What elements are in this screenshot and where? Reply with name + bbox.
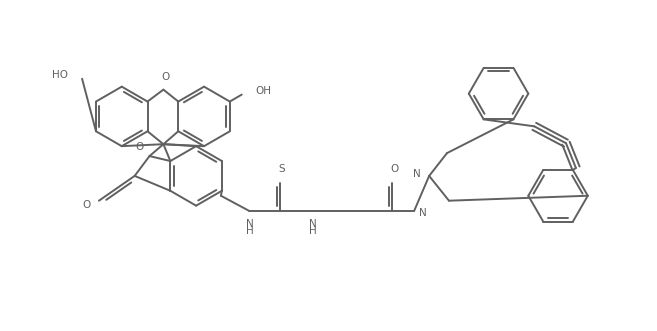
- Text: S: S: [278, 164, 284, 174]
- Text: N: N: [246, 218, 254, 228]
- Text: OH: OH: [256, 86, 271, 96]
- Text: H: H: [246, 226, 254, 236]
- Text: O: O: [83, 200, 91, 210]
- Text: N: N: [413, 169, 421, 179]
- Text: N: N: [309, 218, 317, 228]
- Text: HO: HO: [52, 70, 68, 80]
- Text: O: O: [135, 142, 144, 152]
- Text: N: N: [419, 208, 427, 217]
- Text: O: O: [390, 164, 399, 174]
- Text: O: O: [161, 72, 170, 82]
- Text: H: H: [309, 226, 317, 236]
